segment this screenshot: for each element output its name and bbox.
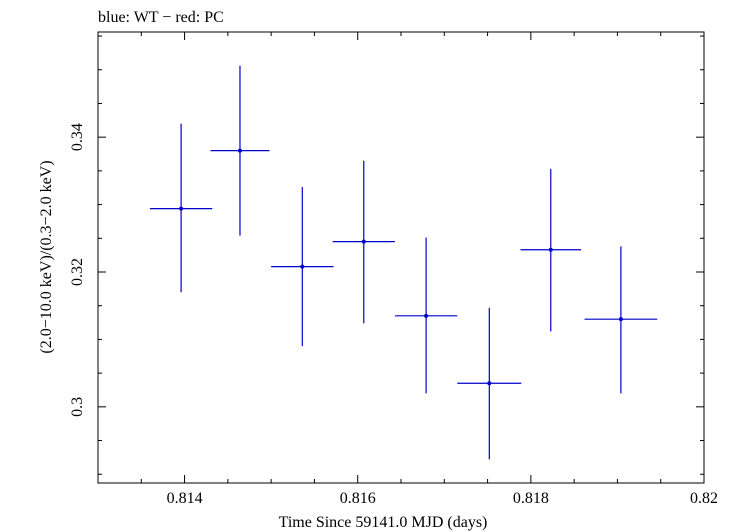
- data-point: [520, 168, 582, 332]
- point-marker: [548, 247, 553, 252]
- data-point: [332, 160, 395, 324]
- data-point: [271, 187, 334, 347]
- x-tick-label: 0.818: [513, 490, 549, 507]
- y-tick-label: 0.3: [69, 397, 86, 417]
- point-marker: [237, 148, 242, 153]
- point-marker: [424, 313, 429, 318]
- plot-frame: [97, 31, 705, 484]
- axis-ticks: 0.814 0.816 0.818 0.82 0.3 0.32 0.34: [69, 32, 718, 507]
- chart-title: blue: WT − red: PC: [98, 9, 224, 26]
- data-point: [457, 307, 522, 460]
- point-marker: [618, 317, 623, 322]
- point-marker: [300, 264, 305, 269]
- x-tick-label: 0.82: [690, 490, 718, 507]
- point-marker: [487, 381, 492, 386]
- y-tick-label: 0.34: [69, 123, 86, 151]
- data-points: [149, 65, 658, 460]
- data-point: [394, 237, 458, 394]
- x-tick-label: 0.816: [340, 490, 376, 507]
- data-point: [149, 123, 213, 293]
- point-marker: [361, 239, 366, 244]
- data-point: [584, 246, 658, 394]
- data-point: [210, 65, 270, 236]
- y-axis-label: (2.0−10.0 keV)/(0.3−2.0 keV): [38, 160, 55, 353]
- x-axis-label: Time Since 59141.0 MJD (days): [279, 514, 488, 531]
- x-tick-label: 0.814: [167, 490, 203, 507]
- point-marker: [179, 206, 184, 211]
- y-tick-label: 0.32: [69, 258, 86, 286]
